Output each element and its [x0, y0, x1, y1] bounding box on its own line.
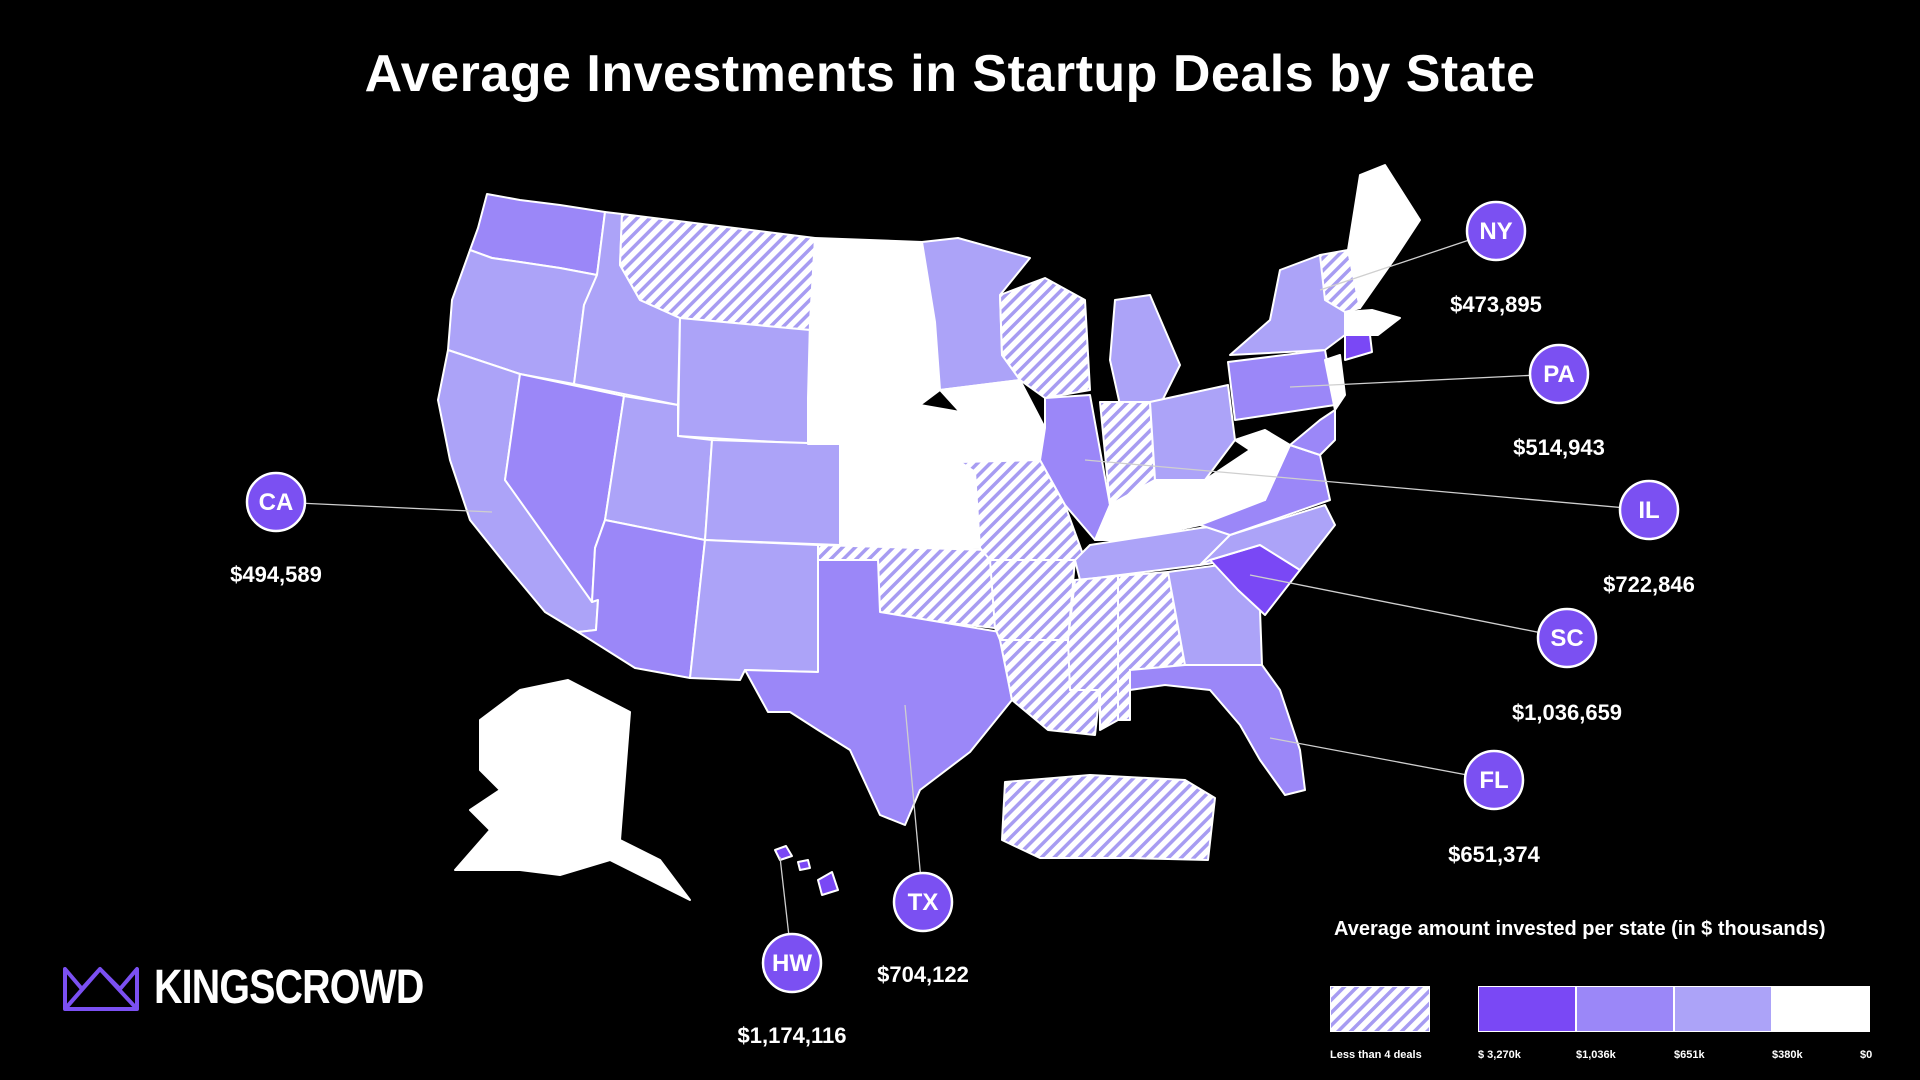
callout-leader-line [1289, 373, 1560, 388]
state-new-jersey [1324, 354, 1346, 411]
state-maryland [1289, 409, 1336, 456]
callout-marker [245, 471, 307, 533]
state-hawaii [817, 871, 839, 896]
callout-marker [1536, 607, 1598, 669]
callout-marker [761, 932, 823, 994]
callout-marker [1528, 343, 1590, 405]
legend-swatch-1036k [1576, 986, 1674, 1032]
callout-state-abbr: PA [1543, 361, 1575, 388]
callout-ca: CA $494,589 [230, 471, 493, 587]
legend-tick-label: $1,036k [1576, 1049, 1616, 1061]
state-new-mexico [689, 539, 819, 681]
callout-state-abbr: TX [908, 889, 939, 916]
map-title: Average Investments in Startup Deals by … [364, 45, 1536, 103]
callout-marker [1465, 200, 1527, 262]
callout-ny: NY $473,895 [1319, 200, 1542, 317]
callout-leader-line [275, 501, 493, 513]
callouts-layer: NY $473,895 PA $514,943 CA $494,589 IL $722,846… [230, 200, 1695, 1048]
legend-swatch-3270k [1478, 986, 1576, 1032]
callout-leader-line [1084, 459, 1650, 511]
state-arizona [577, 519, 706, 679]
callout-fl: FL $651,374 [1269, 737, 1541, 867]
crown-icon [63, 966, 139, 1011]
state-vermont-nh [1319, 249, 1361, 313]
state-connecticut [1344, 334, 1373, 361]
state-wyoming [677, 317, 811, 445]
state-west-virginia [1234, 429, 1291, 501]
state-wisconsin [999, 277, 1091, 399]
callout-leader-line [1319, 230, 1497, 291]
callout-state-abbr: NY [1479, 218, 1512, 245]
state-massachusetts [1344, 309, 1401, 336]
state-ohio [1149, 384, 1236, 481]
state-texas [744, 559, 1013, 826]
callout-leader-line [1249, 574, 1568, 639]
state-michigan [1109, 294, 1181, 406]
legend-tick-label: $651k [1674, 1049, 1705, 1061]
callout-leader-line [1269, 737, 1495, 781]
callout-state-abbr: IL [1638, 497, 1659, 524]
callout-value: $651,374 [1448, 842, 1541, 867]
legend-tick-label: $0 [1860, 1049, 1873, 1061]
state-illinois [1039, 394, 1111, 541]
state-arkansas [989, 559, 1076, 641]
callout-value: $1,174,116 [738, 1023, 847, 1048]
callout-pa: PA $514,943 [1289, 343, 1605, 460]
legend-swatch-380k [1772, 986, 1870, 1032]
callout-value: $1,036,659 [1512, 700, 1622, 725]
callout-state-abbr: FL [1479, 767, 1508, 794]
state-alaska [454, 679, 691, 901]
callout-state-abbr: SC [1550, 625, 1583, 652]
state-kansas [839, 467, 981, 549]
callout-value: $514,943 [1513, 435, 1605, 460]
callout-state-abbr: HW [772, 950, 812, 977]
legend-title: Average amount invested per state (in $ … [1334, 918, 1826, 940]
callout-marker [1618, 479, 1680, 541]
callout-marker [1463, 749, 1525, 811]
legend: Average amount invested per state (in $ … [1330, 918, 1900, 1061]
legend-tick-label: $380k [1772, 1049, 1803, 1061]
kingscrowd-logo: KINGSCROWD [62, 960, 483, 1015]
callout-state-abbr: CA [259, 489, 294, 516]
legend-hatch-label: Less than 4 deals [1330, 1049, 1422, 1061]
callout-value: $722,846 [1603, 572, 1695, 597]
legend-swatch-651k [1674, 986, 1772, 1032]
legend-scale: Less than 4 deals $ 3,270k $1,036k $651k… [1330, 941, 1900, 1061]
state-florida [1129, 664, 1306, 796]
state-north-dakota [809, 237, 936, 323]
state-hawaii-islands [774, 845, 811, 871]
callout-tx: TX $704,122 [877, 704, 969, 987]
callout-hw: HW $1,174,116 [738, 856, 847, 1048]
state-south-dakota [807, 321, 941, 406]
callout-value: $473,895 [1450, 292, 1542, 317]
callout-il: IL $722,846 [1084, 459, 1695, 597]
state-maine [1347, 164, 1421, 309]
legend-tick-label: $ 3,270k [1478, 1049, 1521, 1061]
territory-puerto-rico [1001, 774, 1216, 861]
callout-marker [892, 871, 954, 933]
callout-value: $494,589 [230, 562, 322, 587]
callout-leader-line [904, 704, 924, 903]
callout-sc: SC $1,036,659 [1249, 574, 1622, 725]
callout-value: $704,122 [877, 962, 969, 987]
legend-hatch-swatch [1330, 986, 1430, 1032]
state-colorado [704, 439, 841, 546]
logo-text: KINGSCROWD [154, 961, 424, 1014]
